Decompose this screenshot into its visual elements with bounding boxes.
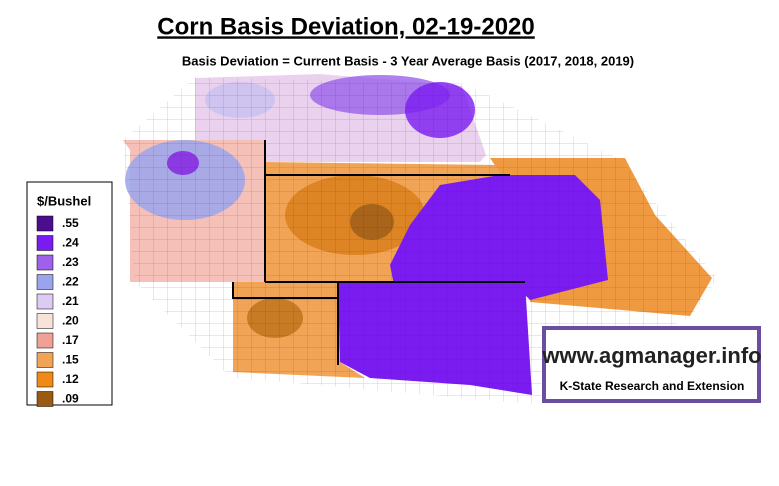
legend-swatch	[36, 293, 54, 310]
legend-swatch	[36, 313, 54, 329]
legend-swatch	[36, 332, 54, 349]
legend-label: .12	[62, 372, 79, 386]
legend-swatch	[36, 371, 54, 388]
legend-label: .20	[62, 314, 79, 328]
legend-swatch	[36, 235, 54, 251]
legend-label: .17	[62, 333, 79, 347]
legend-label: .23	[62, 255, 79, 269]
legend-title: $/Bushel	[37, 193, 91, 208]
legend-swatch	[36, 215, 54, 232]
legend-label: .22	[62, 275, 79, 289]
logo-box	[542, 326, 761, 403]
legend-label: .09	[62, 392, 79, 406]
legend-swatch	[36, 352, 54, 368]
legend: $/Bushel .55 .24 .23 .22 .21 .20 .17 .15 .12 .09	[26, 181, 113, 407]
legend-swatch	[36, 254, 54, 271]
legend-label: .55	[62, 216, 79, 230]
map-title: Corn Basis Deviation, 02-19-2020	[157, 13, 535, 40]
legend-swatch	[36, 391, 54, 407]
legend-label: .24	[62, 236, 79, 250]
logo: www.agmanager.info K-State Research and …	[541, 326, 762, 403]
map-subtitle: Basis Deviation = Current Basis - 3 Year…	[182, 53, 634, 68]
legend-label: .21	[62, 294, 79, 308]
logo-url: www.agmanager.info	[541, 343, 761, 368]
legend-label: .15	[62, 353, 79, 367]
legend-swatch	[36, 274, 54, 290]
state-border	[232, 140, 525, 365]
logo-org: K-State Research and Extension	[560, 379, 745, 393]
